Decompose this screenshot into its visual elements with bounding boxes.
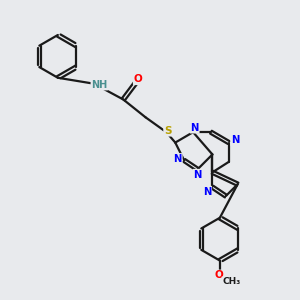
Text: O: O	[134, 74, 142, 84]
Text: N: N	[231, 135, 239, 145]
Text: N: N	[173, 154, 182, 164]
Text: S: S	[164, 126, 172, 136]
Text: N: N	[190, 123, 199, 133]
Text: CH₃: CH₃	[222, 277, 240, 286]
Text: O: O	[214, 270, 223, 280]
Text: N: N	[203, 187, 211, 196]
Text: N: N	[194, 170, 202, 180]
Text: NH: NH	[91, 80, 108, 90]
